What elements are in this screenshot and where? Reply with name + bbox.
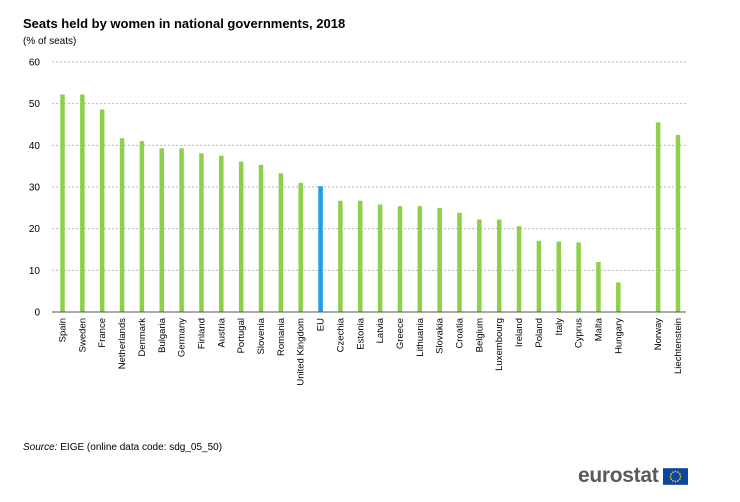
x-tick-label: Finland <box>196 318 207 349</box>
x-tick-label: Estonia <box>355 317 366 349</box>
bar-estonia <box>358 200 363 312</box>
bar-austria <box>219 155 224 312</box>
bar-united-kingdom <box>298 182 303 312</box>
x-tick-label: Greece <box>395 318 406 349</box>
bar-slovenia <box>258 164 264 312</box>
x-tick-label: Latvia <box>375 317 386 343</box>
eu-flag-icon <box>663 467 689 485</box>
x-tick-label: Romania <box>276 317 287 356</box>
x-tick-label: Poland <box>534 318 545 348</box>
bar-bulgaria <box>159 148 164 312</box>
x-tick-label: Netherlands <box>117 318 128 369</box>
bar-liechtenstein <box>675 134 681 312</box>
x-tick-label: Hungary <box>613 318 624 354</box>
x-tick-label: Norway <box>653 318 664 350</box>
x-tick-label: Czechia <box>335 317 346 352</box>
bar-sweden <box>80 94 85 312</box>
y-tick-label: 50 <box>29 99 41 110</box>
chart-title: Seats held by women in national governme… <box>23 16 346 31</box>
bar-hungary <box>616 282 621 312</box>
bar-ireland <box>516 226 522 312</box>
x-tick-label: Croatia <box>455 317 466 348</box>
bar-luxembourg <box>496 219 502 312</box>
eurostat-wordmark: eurostat <box>578 464 659 487</box>
x-tick-label: Bulgaria <box>157 317 168 353</box>
x-tick-label: Ireland <box>514 318 525 347</box>
x-tick-label: Cyprus <box>574 318 585 348</box>
y-tick-label: 30 <box>29 183 41 194</box>
bar-france <box>99 109 105 312</box>
bar-chart: 0 10 20 30 40 50 60 Spain Sweden France Netherland… <box>29 58 686 386</box>
bar-malta <box>596 262 601 312</box>
x-tick-label: Slovenia <box>256 317 267 354</box>
y-tick-label: 20 <box>29 224 41 235</box>
x-tick-label: Luxembourg <box>494 318 505 371</box>
bar-italy <box>556 241 561 312</box>
bar-finland <box>199 153 204 312</box>
bar-croatia <box>457 212 462 312</box>
bar-portugal <box>238 161 244 312</box>
source-note: Source: EIGE (online data code: sdg_05_5… <box>23 442 222 453</box>
source-label: Source: <box>23 442 58 453</box>
chart-subtitle: (% of seats) <box>23 36 77 47</box>
x-tick-label: United Kingdom <box>296 318 307 386</box>
bar-slovakia <box>437 207 442 312</box>
x-tick-label: EU <box>316 318 327 331</box>
x-tick-label: France <box>97 318 108 348</box>
y-tick-label: 60 <box>29 58 41 69</box>
bar-eu <box>318 186 323 312</box>
bar-spain <box>60 94 65 312</box>
bar-poland <box>536 240 542 312</box>
x-tick-label: Spain <box>58 318 69 342</box>
x-tick-label: Denmark <box>137 318 148 357</box>
y-tick-label: 10 <box>29 266 41 277</box>
x-tick-label: Sweden <box>77 318 88 352</box>
x-tick-label: Malta <box>593 317 604 341</box>
source-text: EIGE (online data code: sdg_05_50) <box>57 442 223 453</box>
x-tick-label: Belgium <box>474 318 485 352</box>
eurostat-logo: eurostat <box>578 464 689 488</box>
x-tick-label: Italy <box>554 318 565 336</box>
x-tick-label: Germany <box>177 318 188 357</box>
y-tick-label: 0 <box>34 308 40 319</box>
bar-cyprus <box>576 242 581 312</box>
bar-norway <box>655 122 661 313</box>
x-tick-label: Portugal <box>236 318 247 353</box>
bar-denmark <box>139 141 145 312</box>
bar-czechia <box>338 200 343 312</box>
x-tick-label: Lithuania <box>415 317 426 356</box>
x-tick-label: Austria <box>216 317 227 347</box>
bar-latvia <box>377 204 383 312</box>
bar-romania <box>278 173 284 312</box>
x-tick-label: Liechtenstein <box>673 318 684 374</box>
bar-lithuania <box>417 206 423 312</box>
bar-belgium <box>477 219 482 312</box>
y-tick-label: 40 <box>29 141 41 152</box>
bar-germany <box>179 148 184 312</box>
bar-netherlands <box>119 138 125 312</box>
x-tick-label: Slovakia <box>435 317 446 354</box>
bar-greece <box>397 206 403 312</box>
